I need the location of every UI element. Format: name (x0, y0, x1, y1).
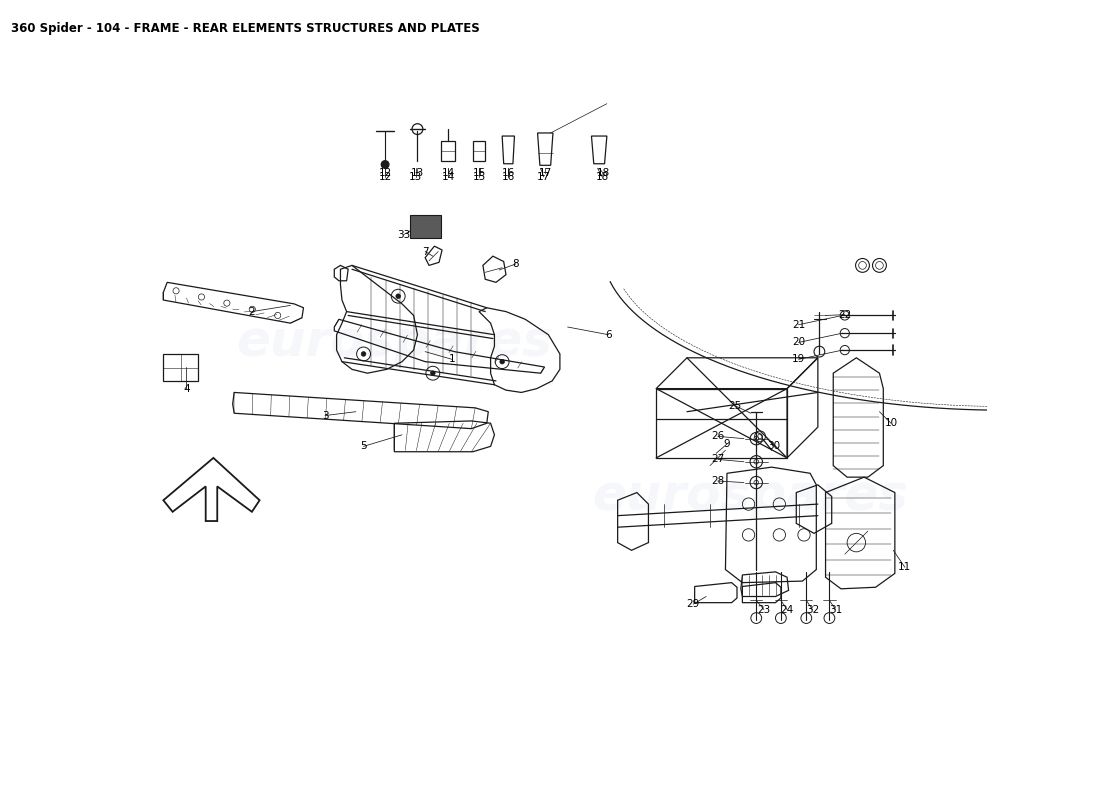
Text: 19: 19 (792, 354, 805, 364)
Text: 8: 8 (513, 259, 519, 269)
Text: 9: 9 (724, 439, 730, 449)
Text: 15: 15 (472, 168, 486, 178)
Text: 24: 24 (780, 605, 794, 614)
Polygon shape (409, 215, 440, 238)
Circle shape (396, 294, 400, 298)
Text: 26: 26 (711, 431, 725, 442)
Text: 21: 21 (792, 320, 805, 330)
Text: 18: 18 (595, 172, 609, 182)
Text: 12: 12 (378, 172, 392, 182)
Text: 27: 27 (711, 454, 725, 465)
Text: 18: 18 (596, 168, 609, 178)
Text: 7: 7 (421, 246, 429, 257)
Text: 25: 25 (728, 401, 741, 410)
Text: 23: 23 (757, 605, 771, 614)
Text: 20: 20 (792, 338, 805, 347)
Text: eurospares: eurospares (592, 472, 909, 521)
Text: eurospares: eurospares (236, 318, 552, 366)
Text: 14: 14 (441, 172, 455, 182)
Text: 16: 16 (502, 172, 515, 182)
Circle shape (430, 371, 436, 375)
Text: 28: 28 (711, 476, 725, 486)
Text: 22: 22 (838, 310, 851, 320)
Text: 12: 12 (378, 168, 392, 178)
Text: 17: 17 (539, 168, 552, 178)
Text: 16: 16 (502, 168, 515, 178)
Text: 17: 17 (537, 172, 550, 182)
Text: 13: 13 (409, 172, 422, 182)
Text: 15: 15 (472, 172, 486, 182)
Text: 29: 29 (686, 599, 700, 610)
Text: 13: 13 (410, 168, 425, 178)
Text: 2: 2 (249, 306, 255, 317)
Circle shape (382, 161, 389, 168)
Text: 5: 5 (360, 442, 367, 451)
Text: 31: 31 (829, 605, 843, 614)
Text: 32: 32 (806, 605, 820, 614)
Text: 14: 14 (441, 168, 455, 178)
Text: 4: 4 (183, 383, 190, 394)
Text: 10: 10 (884, 418, 898, 428)
Text: 33: 33 (397, 230, 410, 240)
Text: 1: 1 (449, 354, 455, 364)
Text: 30: 30 (768, 442, 781, 451)
Text: 6: 6 (605, 330, 612, 340)
Text: 11: 11 (899, 562, 912, 572)
Text: 3: 3 (321, 410, 329, 421)
Circle shape (361, 352, 366, 356)
Circle shape (499, 359, 505, 364)
Text: 360 Spider - 104 - FRAME - REAR ELEMENTS STRUCTURES AND PLATES: 360 Spider - 104 - FRAME - REAR ELEMENTS… (11, 22, 480, 35)
